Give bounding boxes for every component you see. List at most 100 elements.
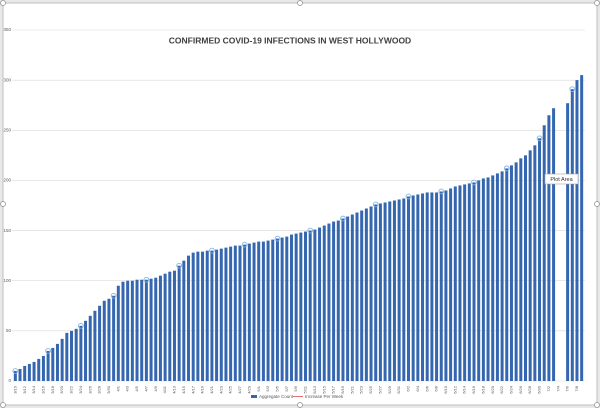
x-tick-label: 4/13 — [172, 385, 177, 394]
bar — [168, 271, 172, 381]
y-tick-label: 200 — [3, 178, 11, 183]
bar — [435, 192, 439, 381]
bar — [406, 196, 410, 381]
bar — [261, 241, 265, 381]
bar — [327, 223, 331, 381]
bar — [397, 199, 401, 381]
bar — [294, 233, 298, 381]
tooltip: Plot Area — [544, 173, 579, 185]
bar — [509, 165, 513, 381]
bar — [252, 242, 256, 381]
x-tick-label: 6/10 — [443, 385, 448, 394]
y-tick-label: 0 — [8, 378, 11, 383]
x-tick-label: 6/6 — [424, 385, 429, 391]
bar — [383, 202, 387, 381]
x-tick-label: 5/27 — [377, 385, 382, 394]
x-tick-label: 6/26 — [518, 385, 523, 394]
legend-label: Increase Per Week — [305, 394, 344, 399]
point-marker — [503, 165, 510, 172]
bar — [547, 115, 551, 381]
bar — [528, 150, 532, 381]
bar — [360, 210, 364, 381]
point-marker — [307, 227, 314, 234]
tooltip-box — [544, 173, 579, 185]
x-tick-label: 3/10 — [12, 385, 17, 394]
bar — [318, 227, 322, 381]
bar — [566, 103, 570, 382]
bar — [402, 198, 406, 381]
bar — [177, 265, 181, 381]
bar — [172, 270, 176, 381]
bar — [51, 347, 55, 381]
bar — [144, 279, 148, 381]
bar — [308, 230, 312, 381]
bar — [369, 206, 373, 381]
x-tick-label: 3/16 — [40, 385, 45, 394]
point-marker — [438, 188, 445, 195]
bar — [191, 252, 195, 381]
bar — [523, 155, 527, 381]
legend-swatch — [251, 395, 257, 398]
bar — [472, 182, 476, 381]
bar — [552, 108, 556, 382]
x-tick-label: 4/17 — [190, 385, 195, 394]
bar — [570, 89, 574, 381]
bar — [182, 260, 186, 381]
bar — [84, 320, 88, 381]
y-tick-label: 50 — [6, 328, 12, 333]
bar — [215, 249, 219, 381]
bar — [453, 186, 457, 381]
x-tick-label: 4/19 — [200, 385, 205, 394]
x-tick-label: 3/18 — [50, 385, 55, 394]
x-tick-label: 3/14 — [31, 385, 36, 394]
x-tick-label: 5/21 — [349, 385, 354, 394]
x-tick-label: 6/8 — [434, 385, 439, 391]
point-marker — [569, 86, 576, 93]
x-tick-label: 6/22 — [499, 385, 504, 394]
bar — [116, 285, 120, 381]
x-tick-label: 4/9 — [153, 385, 158, 391]
bar — [439, 191, 443, 381]
bar — [233, 245, 237, 381]
bar — [205, 250, 209, 381]
x-tick-label: 6/24 — [509, 385, 514, 394]
x-tick-label: 4/7 — [143, 385, 148, 391]
bar — [229, 246, 233, 381]
point-marker — [536, 135, 543, 142]
x-tick-label: 5/31 — [396, 385, 401, 394]
bar — [416, 194, 420, 381]
bar — [79, 325, 83, 381]
bar — [364, 208, 368, 381]
point-marker — [471, 179, 477, 186]
bar — [130, 280, 134, 381]
point-marker — [176, 262, 183, 269]
bar — [538, 138, 542, 381]
point-marker — [241, 241, 248, 248]
bar — [60, 338, 64, 381]
x-tick-label: 5/23 — [359, 385, 364, 394]
point-marker — [143, 276, 150, 283]
bar — [23, 365, 27, 381]
x-tick-label: 5/11 — [303, 385, 308, 393]
bar — [449, 188, 453, 381]
bar — [112, 295, 116, 381]
bar — [65, 332, 69, 381]
bar — [271, 239, 275, 381]
bar — [163, 273, 167, 381]
bar — [27, 363, 31, 381]
x-tick-label: 6/16 — [471, 385, 476, 394]
bar — [257, 241, 261, 381]
bar — [491, 175, 495, 381]
bar — [70, 330, 74, 381]
bar — [533, 145, 537, 381]
bar — [519, 158, 523, 381]
bar — [355, 212, 359, 381]
point-marker — [405, 193, 412, 200]
bar — [421, 193, 425, 381]
bar — [140, 279, 144, 381]
x-tick-label: 6/12 — [452, 385, 457, 394]
x-tick-label: 6/14 — [462, 385, 467, 394]
x-tick-label: 4/29 — [246, 385, 251, 394]
bar — [481, 178, 485, 381]
